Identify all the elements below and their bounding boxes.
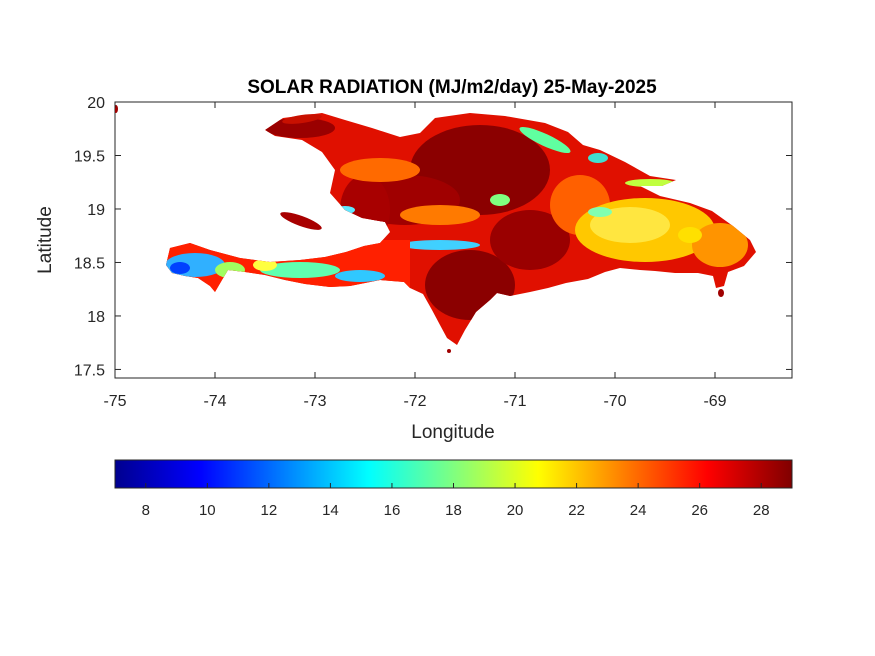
small-islet-corner: [115, 105, 118, 113]
region-samana: [625, 179, 675, 187]
region-peninsula-west-deep: [170, 262, 190, 274]
region-peninsula-east: [335, 270, 385, 282]
x-axis-ticks: -75 -74 -73 -72 -71 -70 -69: [103, 102, 727, 410]
x-tick-label: -71: [503, 393, 526, 410]
y-axis-ticks: 20 19.5 19 18.5 18 17.5: [74, 95, 792, 379]
region-east-spot: [678, 227, 702, 243]
x-tick-label: -74: [203, 393, 226, 410]
y-tick-label: 19: [87, 202, 105, 219]
region-valley-streak-2: [588, 153, 608, 163]
region-valley-streak-3: [490, 194, 510, 206]
y-tick-label: 18: [87, 309, 105, 326]
region-peninsula-center: [260, 262, 340, 278]
colorbar-tick-label: 18: [445, 502, 462, 519]
x-axis-label: Longitude: [411, 422, 494, 443]
x-tick-label: -69: [703, 393, 726, 410]
region-valley-streak-5: [588, 207, 612, 217]
colorbar-tick-label: 12: [261, 502, 278, 519]
region-eastern-plains-core: [590, 207, 670, 243]
small-islet-southeast: [718, 289, 724, 297]
colorbar-ticks: 8 10 12 14 16 18 20 22 24 26 28: [142, 483, 770, 519]
region-orange-band-2: [400, 205, 480, 225]
region-valley-streak-4: [400, 240, 480, 250]
region-center-dark: [490, 210, 570, 270]
colorbar-tick-label: 10: [199, 502, 216, 519]
x-tick-label: -72: [403, 393, 426, 410]
y-tick-label: 17.5: [74, 362, 105, 379]
colorbar-tick-label: 20: [507, 502, 524, 519]
colorbar-tick-label: 28: [753, 502, 770, 519]
gonave-island: [280, 212, 322, 230]
colorbar-tick-label: 8: [142, 502, 150, 519]
region-far-east: [692, 223, 748, 267]
region-orange-band-1: [340, 158, 420, 182]
colorbar-tick-label: 14: [322, 502, 339, 519]
y-tick-label: 20: [87, 95, 105, 112]
region-peninsula-yellow: [253, 259, 277, 271]
colorbar-tick-label: 24: [630, 502, 647, 519]
x-tick-label: -70: [603, 393, 626, 410]
colorbar-tick-label: 22: [568, 502, 585, 519]
x-tick-label: -75: [103, 393, 126, 410]
x-tick-label: -73: [303, 393, 326, 410]
region-valley-streak-1: [519, 126, 571, 154]
y-tick-label: 18.5: [74, 255, 105, 272]
chart-title: SOLAR RADIATION (MJ/m2/day) 25-May-2025: [247, 77, 657, 98]
tortuga-island: [282, 114, 322, 124]
small-islet-south: [447, 349, 451, 353]
y-axis-label: Latitude: [35, 206, 56, 274]
y-tick-label: 19.5: [74, 148, 105, 165]
colorbar-tick-label: 16: [384, 502, 401, 519]
region-northwest-dark: [265, 118, 335, 138]
colorbar-tick-label: 26: [691, 502, 708, 519]
